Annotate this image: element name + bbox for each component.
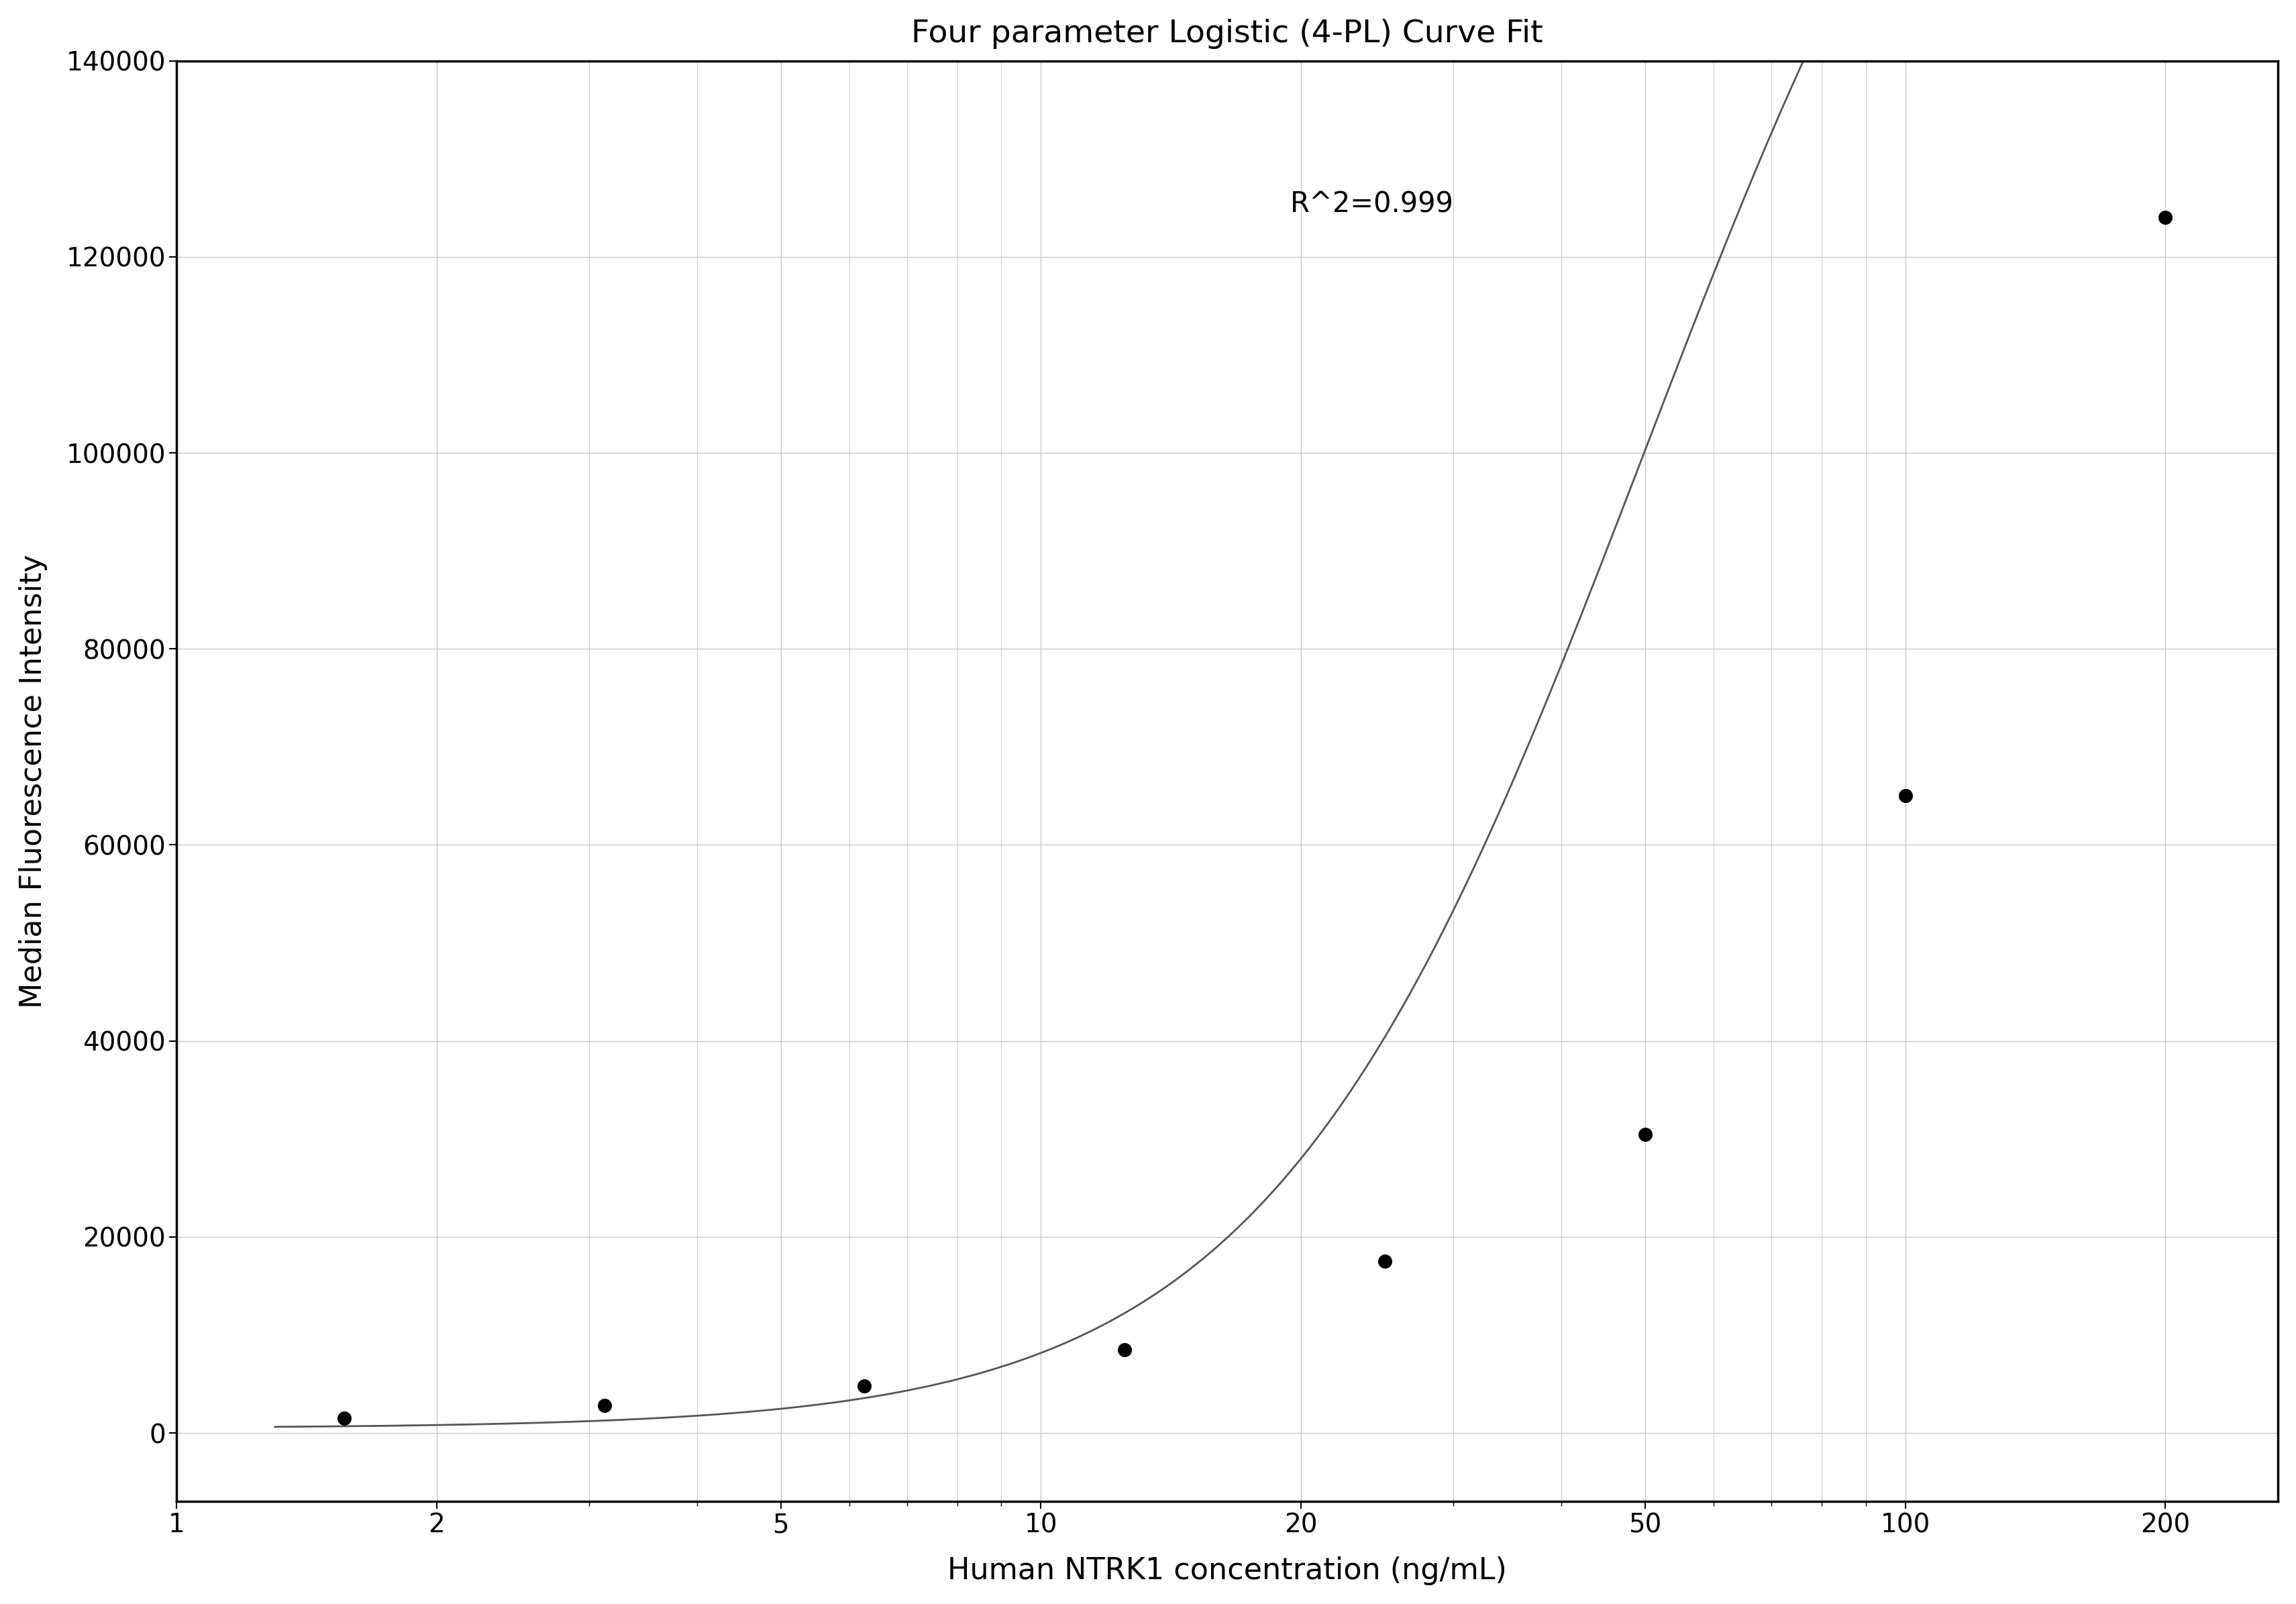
Point [1626,1121,1662,1147]
Y-axis label: Median Fluorescence Intensity: Median Fluorescence Intensity [18,553,48,1009]
X-axis label: Human NTRK1 concentration (ng/mL): Human NTRK1 concentration (ng/mL) [948,1556,1506,1585]
Point [1366,1248,1403,1274]
Point [1887,783,1924,808]
Point [1107,1336,1143,1362]
Point [2147,205,2183,231]
Point [326,1405,363,1431]
Text: R^2=0.999: R^2=0.999 [1290,191,1453,218]
Point [845,1373,882,1399]
Point [585,1392,622,1418]
Title: Four parameter Logistic (4-PL) Curve Fit: Four parameter Logistic (4-PL) Curve Fit [912,19,1543,48]
